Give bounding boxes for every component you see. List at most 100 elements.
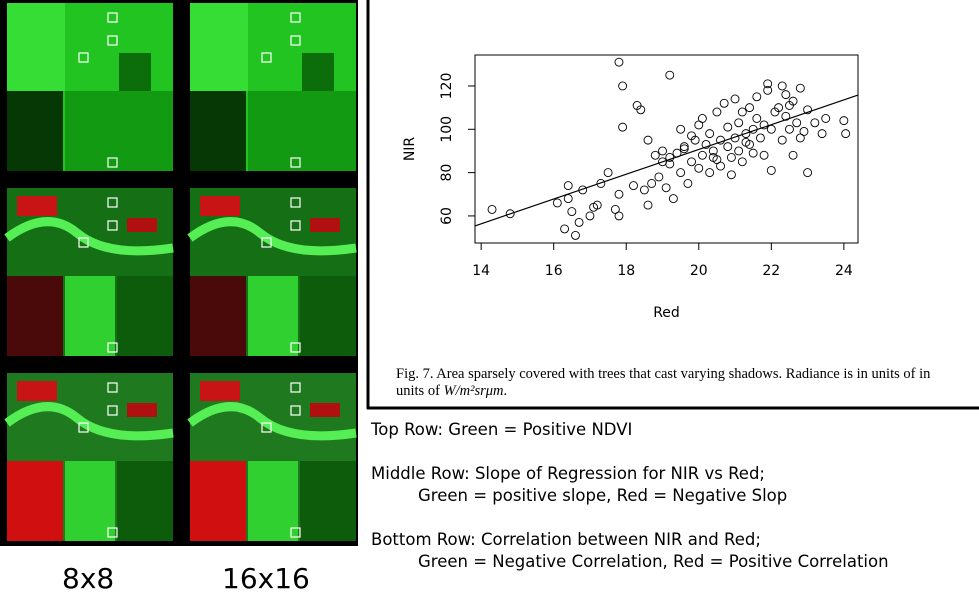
point — [614, 189, 624, 199]
region — [65, 461, 115, 541]
point — [592, 200, 602, 210]
point — [726, 152, 736, 162]
point — [799, 127, 809, 136]
point — [752, 92, 762, 102]
region — [7, 3, 65, 91]
image-panel — [187, 188, 357, 356]
point — [726, 170, 736, 180]
point — [668, 194, 678, 204]
region — [300, 461, 356, 541]
region — [190, 91, 246, 171]
image-panel — [187, 373, 357, 541]
image-panel — [4, 188, 174, 356]
point — [563, 181, 573, 191]
stream — [4, 217, 174, 256]
region — [7, 461, 63, 541]
marker-square — [107, 35, 118, 46]
point — [708, 146, 718, 156]
point — [654, 172, 664, 182]
marker-square — [261, 52, 272, 63]
note: Green = positive slope, Red = Negative S… — [418, 486, 788, 505]
region — [17, 196, 57, 216]
region — [310, 218, 340, 232]
region — [302, 53, 334, 91]
point — [795, 83, 805, 93]
point — [571, 230, 580, 240]
point — [781, 90, 791, 100]
marker-square — [107, 342, 118, 353]
point — [730, 94, 740, 104]
fit-line — [474, 94, 859, 227]
marker-square — [78, 52, 89, 63]
point — [687, 157, 696, 167]
marker-square — [107, 527, 118, 538]
marker-square — [107, 220, 118, 231]
image-panel — [190, 3, 356, 171]
point — [788, 150, 798, 160]
region — [17, 381, 57, 401]
point — [629, 181, 638, 191]
point — [810, 118, 820, 128]
marker-square — [290, 12, 301, 23]
point — [708, 152, 718, 162]
point — [745, 140, 755, 149]
point — [716, 161, 725, 171]
scatter-plot: 14 16 18 20 22 24 60 80 100 120 Red NIR — [402, 54, 859, 321]
point — [734, 118, 744, 128]
region — [200, 196, 240, 216]
image-panel — [4, 373, 174, 541]
marker-square — [107, 157, 118, 168]
note: Middle Row: Slope of Regression for NIR … — [371, 464, 765, 483]
column-label: 16x16 — [222, 562, 310, 595]
point — [560, 224, 570, 234]
region — [300, 276, 356, 356]
region — [310, 403, 340, 417]
marker-square — [261, 422, 272, 433]
point — [563, 194, 573, 204]
point — [505, 209, 515, 219]
point — [763, 79, 773, 89]
point — [752, 114, 762, 123]
note: Top Row: Green = Positive NDVI — [371, 420, 633, 439]
marker-square — [78, 422, 89, 433]
point — [614, 57, 624, 67]
point — [821, 114, 831, 123]
marker-square — [290, 220, 301, 231]
point — [596, 178, 606, 188]
region — [65, 276, 115, 356]
point — [774, 103, 784, 113]
region — [127, 218, 157, 232]
point — [741, 129, 751, 139]
note: Green = Negative Correlation, Red = Posi… — [418, 552, 889, 571]
point — [759, 150, 769, 160]
point — [487, 204, 497, 214]
point — [552, 198, 562, 208]
caption-end: . — [503, 383, 508, 399]
region — [117, 276, 173, 356]
point — [817, 129, 827, 139]
point — [737, 107, 747, 117]
caption-math: W/m²srμm — [443, 383, 504, 399]
image-panel — [7, 3, 173, 171]
marker-square — [107, 197, 118, 208]
marker-square — [290, 157, 301, 168]
region — [117, 461, 173, 541]
stream — [187, 217, 357, 256]
point — [618, 81, 628, 91]
point — [777, 135, 787, 145]
point — [705, 129, 715, 139]
point — [694, 163, 704, 173]
x-tick-label: 14 — [472, 263, 490, 279]
point — [712, 107, 722, 117]
point — [839, 116, 849, 126]
x-tick-label: 24 — [835, 263, 853, 279]
point — [665, 70, 675, 80]
point — [603, 168, 613, 178]
point — [766, 165, 776, 175]
point — [636, 105, 646, 115]
point — [643, 135, 653, 145]
point — [792, 118, 802, 128]
point — [697, 150, 707, 160]
point — [701, 140, 711, 149]
